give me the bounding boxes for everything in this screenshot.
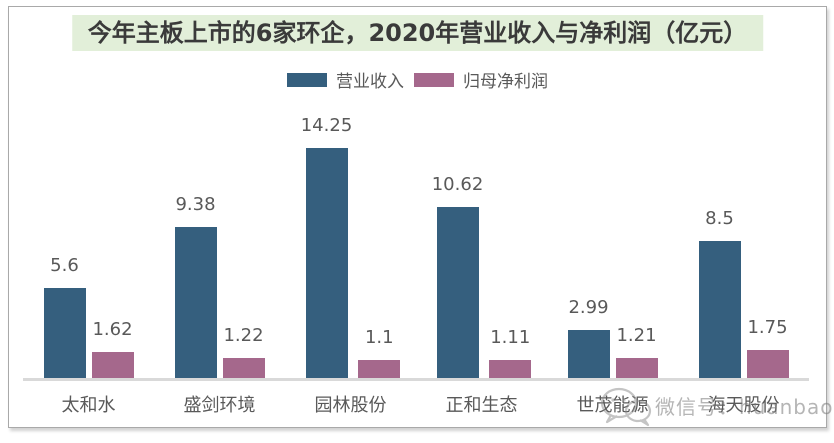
profit-bar-wrap: 1.1 bbox=[358, 327, 401, 378]
x-axis-label: 盛剑环境 bbox=[183, 395, 256, 416]
profit-bar-wrap: 1.21 bbox=[615, 325, 658, 378]
bar-value-label: 1.21 bbox=[616, 325, 657, 346]
revenue-bar-wrap: 2.99 bbox=[567, 297, 610, 378]
profit-bar bbox=[615, 358, 658, 378]
revenue-bar-wrap: 14.25 bbox=[300, 115, 353, 378]
bar-value-label: 1.11 bbox=[490, 327, 531, 348]
x-axis: 太和水 盛剑环境 园林股份 正和生态 世茂能源 海天股份 bbox=[23, 391, 809, 417]
x-axis-label: 园林股份 bbox=[314, 395, 387, 416]
profit-bar bbox=[746, 350, 789, 378]
x-axis-label: 世茂能源 bbox=[576, 395, 649, 416]
legend-label: 归母净利润 bbox=[463, 72, 548, 92]
legend-swatch bbox=[414, 72, 454, 87]
x-axis-label: 太和水 bbox=[61, 395, 116, 416]
bar-group: 5.6 1.62 bbox=[23, 117, 154, 378]
profit-bar-wrap: 1.62 bbox=[91, 319, 134, 378]
chart-title: 今年主板上市的6家环企，2020年营业收入与净利润（亿元） bbox=[71, 15, 764, 51]
bar-group: 8.5 1.75 bbox=[678, 117, 809, 378]
bar-group: 10.62 1.11 bbox=[416, 117, 547, 378]
revenue-bar-wrap: 5.6 bbox=[43, 255, 86, 378]
profit-bar bbox=[358, 360, 401, 378]
revenue-bar-wrap: 8.5 bbox=[698, 208, 741, 378]
bar-group: 14.25 1.1 bbox=[285, 115, 416, 378]
legend-swatch bbox=[287, 72, 327, 87]
bar-group: 2.99 1.21 bbox=[547, 117, 678, 378]
bar-value-label: 1.1 bbox=[364, 327, 394, 348]
bar-value-label: 14.25 bbox=[300, 115, 353, 136]
revenue-bar bbox=[436, 207, 479, 378]
profit-bar-wrap: 1.11 bbox=[489, 327, 532, 378]
bar-value-label: 2.99 bbox=[568, 297, 609, 318]
revenue-bar bbox=[567, 330, 610, 378]
revenue-bar bbox=[174, 227, 217, 378]
profit-bar-wrap: 1.75 bbox=[746, 317, 789, 378]
bar-value-label: 8.5 bbox=[705, 208, 734, 229]
profit-bar bbox=[489, 360, 532, 378]
revenue-bar-wrap: 10.62 bbox=[431, 174, 484, 378]
bar-value-label: 9.38 bbox=[175, 194, 216, 215]
chart-card: 今年主板上市的6家环企，2020年营业收入与净利润（亿元） 营业收入 归母净利润 … bbox=[8, 6, 834, 428]
bar-value-label: 1.22 bbox=[223, 325, 264, 346]
x-axis-label: 海天股份 bbox=[707, 395, 780, 416]
profit-bar-wrap: 1.22 bbox=[222, 325, 265, 378]
x-axis-label: 正和生态 bbox=[445, 395, 518, 416]
profit-bar bbox=[222, 358, 265, 378]
legend: 营业收入 归母净利润 bbox=[9, 67, 826, 92]
plot-area: 5.6 1.62 9.38 1.22 14.25 1.1 10.62 1.11 2.99 1.21… bbox=[23, 115, 809, 381]
revenue-bar bbox=[43, 288, 86, 378]
bar-value-label: 1.62 bbox=[92, 319, 133, 340]
bar-value-label: 5.6 bbox=[50, 255, 79, 276]
legend-item-1: 归母净利润 bbox=[414, 67, 548, 92]
profit-bar bbox=[91, 352, 134, 378]
revenue-bar-wrap: 9.38 bbox=[174, 194, 217, 378]
legend-label: 营业收入 bbox=[336, 72, 404, 92]
legend-item-0: 营业收入 bbox=[287, 67, 404, 92]
bar-group: 9.38 1.22 bbox=[154, 117, 285, 378]
bar-value-label: 10.62 bbox=[431, 174, 484, 195]
revenue-bar bbox=[698, 241, 741, 378]
bar-value-label: 1.75 bbox=[747, 317, 788, 338]
revenue-bar bbox=[305, 148, 348, 378]
